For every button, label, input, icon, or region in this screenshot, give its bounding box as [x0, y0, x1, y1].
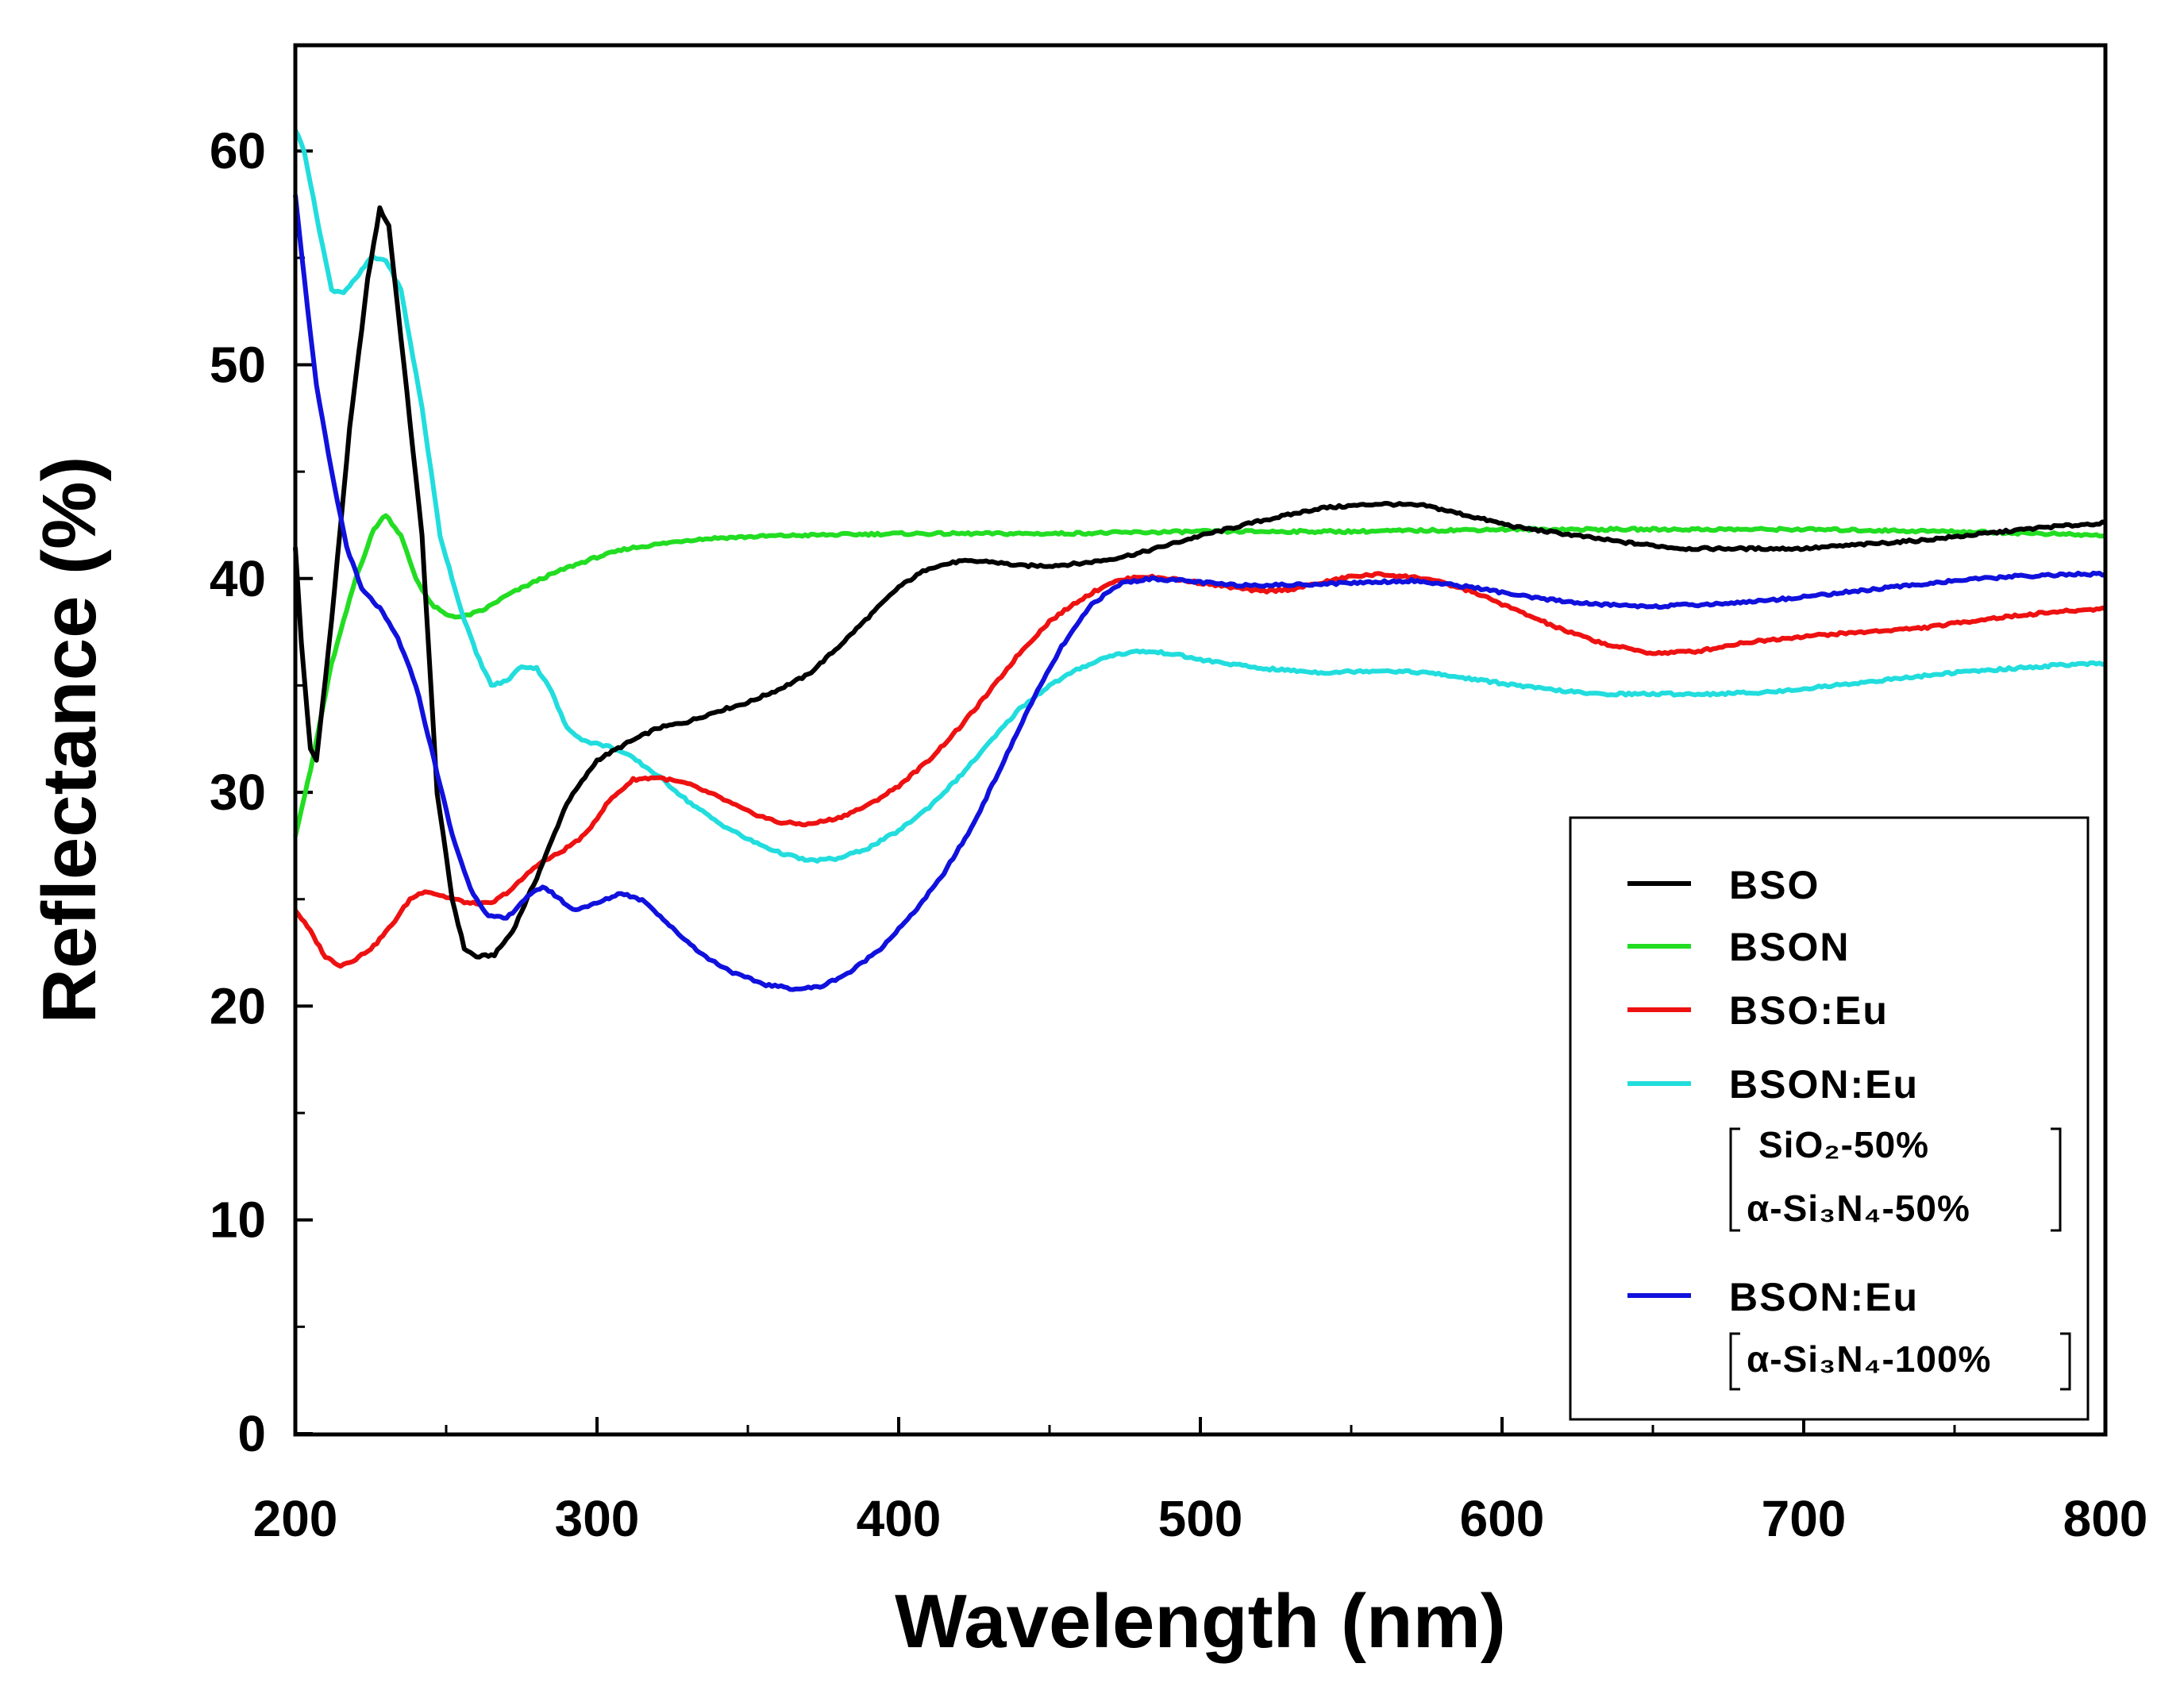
y-tick-label: 10 [210, 1192, 266, 1249]
legend-label-bson-eu-50: BSON:Eu [1729, 1062, 1919, 1107]
y-tick-label: 30 [210, 764, 266, 821]
x-tick-label: 600 [1460, 1490, 1545, 1547]
x-tick-label: 400 [857, 1490, 942, 1547]
x-tick-label: 200 [253, 1490, 338, 1547]
legend-bracket-right-1 [2051, 1127, 2062, 1232]
legend-label-bso-eu: BSO:Eu [1729, 988, 1889, 1033]
legend-label-bson-eu-100: BSON:Eu [1729, 1275, 1919, 1319]
legend-label-bso: BSO [1729, 863, 1820, 907]
x-tick-label: 800 [2063, 1490, 2148, 1547]
legend-bracket-right-2 [2060, 1332, 2071, 1391]
legend-bracket-left-2 [1729, 1332, 1740, 1391]
series-line-0 [293, 205, 2106, 960]
y-axis-title: Reflectance (%) [27, 456, 112, 1024]
legend-composition-sio2-50: SiO₂-50% [1758, 1124, 1929, 1165]
series-group [293, 129, 2106, 992]
legend-box [1569, 816, 2090, 1421]
legend-bracket-left-1 [1729, 1127, 1740, 1232]
legend-composition-si3n4-50: α-Si₃N₄-50% [1747, 1188, 1970, 1229]
x-tick-label: 500 [1158, 1490, 1243, 1547]
x-axis-title: Wavelength (nm) [895, 1579, 1506, 1664]
series-line-1 [293, 513, 2106, 837]
y-tick-label: 50 [210, 337, 266, 394]
legend-label-bson: BSON [1729, 925, 1850, 969]
legend: BSO BSON BSO:Eu BSON:Eu SiO₂-50% α-Si₃N₄… [1569, 816, 2090, 1421]
legend-composition-si3n4-100: α-Si₃N₄-100% [1747, 1338, 1991, 1380]
series-line-3 [293, 129, 2106, 864]
tick-labels: 200 300 400 500 600 700 800 0 10 20 30 40 50 60 [210, 122, 2148, 1547]
x-tick-label: 700 [1762, 1490, 1847, 1547]
series-line-4 [293, 194, 2106, 992]
y-tick-label: 20 [210, 977, 266, 1034]
y-tick-label: 0 [237, 1405, 266, 1462]
plot-frame [293, 43, 2108, 1437]
y-tick-label: 60 [210, 122, 266, 179]
x-tick-label: 300 [555, 1490, 640, 1547]
y-tick-label: 40 [210, 550, 266, 607]
